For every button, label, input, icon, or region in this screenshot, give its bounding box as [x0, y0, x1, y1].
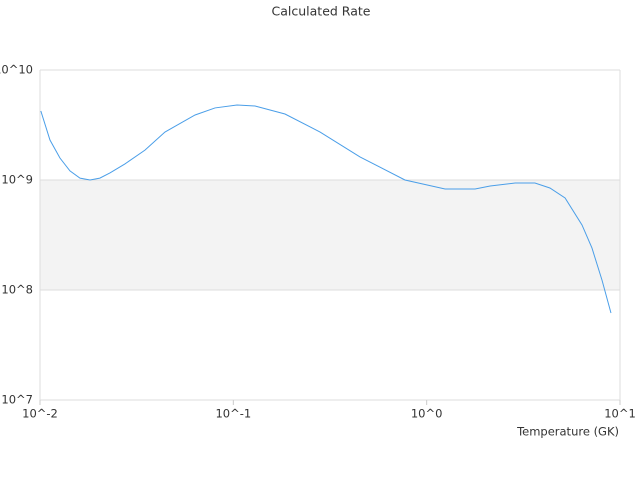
band — [40, 180, 620, 290]
y-tick-label: 10^7 — [1, 393, 33, 407]
x-axis-label: Temperature (GK) — [516, 425, 619, 439]
x-tick-label: 10^0 — [411, 407, 443, 421]
x-tick-label: 10^-2 — [22, 407, 58, 421]
chart-title: Calculated Rate — [272, 4, 371, 19]
y-tick-label: 10^8 — [1, 283, 33, 297]
x-tick-label: 10^1 — [604, 407, 636, 421]
line — [40, 104, 612, 314]
x-tick-label: 10^-1 — [215, 407, 251, 421]
y-tick-label: 10^9 — [1, 173, 33, 187]
y-tick-label: 10^10 — [0, 63, 33, 77]
